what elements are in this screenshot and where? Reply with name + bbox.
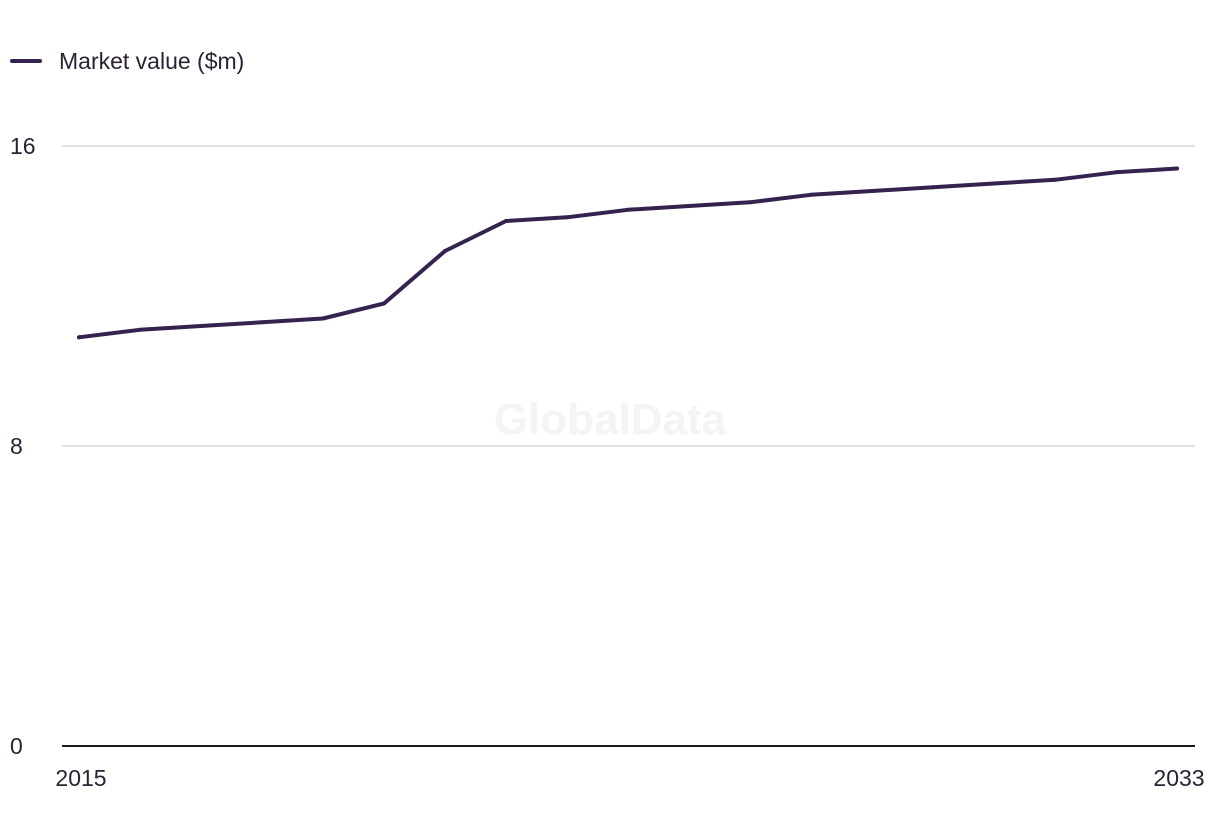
y-axis-ticks: 0 8 16 [10,133,36,759]
watermark-text: GlobalData [494,395,727,444]
data-point [1175,166,1179,171]
y-tick-label: 0 [10,733,23,759]
data-point [138,327,142,332]
data-point [809,192,813,197]
legend-label: Market value ($m) [59,47,245,74]
chart-legend: Market value ($m) [10,44,244,78]
data-point [1114,170,1118,175]
data-point [77,335,81,340]
data-point [931,185,935,190]
series-line [77,166,1179,340]
data-point [382,301,386,306]
data-point [626,207,630,212]
series-layer [77,166,1179,340]
y-tick-label: 16 [10,133,36,159]
data-point [565,215,569,220]
gridlines [62,145,1195,447]
data-point [870,189,874,193]
legend-swatch [10,59,42,63]
x-tick-label: 2015 [55,765,106,791]
data-point [1053,177,1057,182]
data-point [199,324,203,328]
data-point [504,219,508,223]
data-point [260,320,264,325]
data-point [443,249,447,253]
data-point [748,200,752,205]
x-axis-ticks: 2015 2033 [55,765,1204,791]
data-point [687,204,691,208]
x-tick-label: 2033 [1153,765,1204,791]
y-tick-label: 8 [10,433,23,459]
data-point [321,316,325,321]
data-point [992,181,996,186]
